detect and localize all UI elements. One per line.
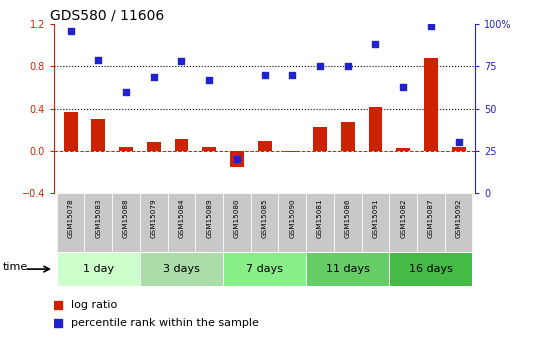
Text: GSM15085: GSM15085: [261, 198, 268, 237]
Bar: [451, 147, 465, 151]
Point: [94, 57, 103, 62]
Text: GSM15079: GSM15079: [151, 198, 157, 237]
Bar: [91, 119, 105, 151]
Bar: [230, 151, 244, 167]
Bar: [202, 147, 216, 151]
FancyBboxPatch shape: [57, 252, 140, 286]
Text: GSM15089: GSM15089: [206, 198, 212, 237]
Point: [427, 23, 435, 29]
Text: GSM15091: GSM15091: [373, 198, 379, 237]
FancyBboxPatch shape: [362, 193, 389, 252]
Text: 11 days: 11 days: [326, 264, 370, 274]
Text: log ratio: log ratio: [71, 300, 117, 310]
Text: GSM15090: GSM15090: [289, 198, 295, 237]
FancyBboxPatch shape: [445, 193, 472, 252]
FancyBboxPatch shape: [112, 193, 140, 252]
FancyBboxPatch shape: [279, 193, 306, 252]
Bar: [174, 139, 188, 151]
Bar: [119, 147, 133, 151]
FancyBboxPatch shape: [389, 252, 472, 286]
Text: GSM15083: GSM15083: [96, 198, 102, 237]
Text: time: time: [3, 263, 28, 272]
FancyBboxPatch shape: [140, 193, 167, 252]
Bar: [147, 142, 161, 151]
FancyBboxPatch shape: [389, 193, 417, 252]
Text: GSM15081: GSM15081: [317, 198, 323, 237]
Text: GSM15092: GSM15092: [456, 198, 462, 237]
Point: [233, 157, 241, 162]
Point: [122, 89, 130, 95]
FancyBboxPatch shape: [417, 193, 445, 252]
FancyBboxPatch shape: [334, 193, 362, 252]
Text: 3 days: 3 days: [163, 264, 200, 274]
FancyBboxPatch shape: [223, 252, 306, 286]
Bar: [341, 122, 355, 151]
FancyBboxPatch shape: [167, 193, 195, 252]
Text: GSM15087: GSM15087: [428, 198, 434, 237]
Text: GSM15080: GSM15080: [234, 198, 240, 237]
Point: [371, 42, 380, 47]
FancyBboxPatch shape: [195, 193, 223, 252]
Point: [150, 74, 158, 79]
Text: GSM15078: GSM15078: [68, 198, 73, 237]
Text: 7 days: 7 days: [246, 264, 283, 274]
Text: 16 days: 16 days: [409, 264, 453, 274]
Point: [316, 63, 325, 69]
FancyBboxPatch shape: [306, 252, 389, 286]
Bar: [424, 58, 438, 151]
Bar: [258, 141, 272, 151]
Text: GDS580 / 11606: GDS580 / 11606: [50, 9, 164, 23]
Bar: [64, 112, 78, 151]
Bar: [368, 107, 382, 151]
Text: GSM15086: GSM15086: [345, 198, 351, 237]
FancyBboxPatch shape: [57, 193, 84, 252]
Bar: [396, 148, 410, 151]
Bar: [313, 127, 327, 151]
Point: [205, 77, 213, 83]
Point: [454, 140, 463, 145]
FancyBboxPatch shape: [306, 193, 334, 252]
Text: 1 day: 1 day: [83, 264, 114, 274]
Point: [66, 28, 75, 34]
Point: [260, 72, 269, 78]
Point: [177, 59, 186, 64]
FancyBboxPatch shape: [251, 193, 279, 252]
Text: GSM15088: GSM15088: [123, 198, 129, 237]
FancyBboxPatch shape: [140, 252, 223, 286]
Point: [288, 72, 296, 78]
Text: GSM15082: GSM15082: [400, 198, 406, 237]
Point: [399, 84, 408, 89]
FancyBboxPatch shape: [223, 193, 251, 252]
Point: [343, 63, 352, 69]
Text: GSM15084: GSM15084: [178, 198, 185, 237]
Bar: [285, 151, 299, 152]
FancyBboxPatch shape: [84, 193, 112, 252]
Text: percentile rank within the sample: percentile rank within the sample: [71, 318, 259, 328]
